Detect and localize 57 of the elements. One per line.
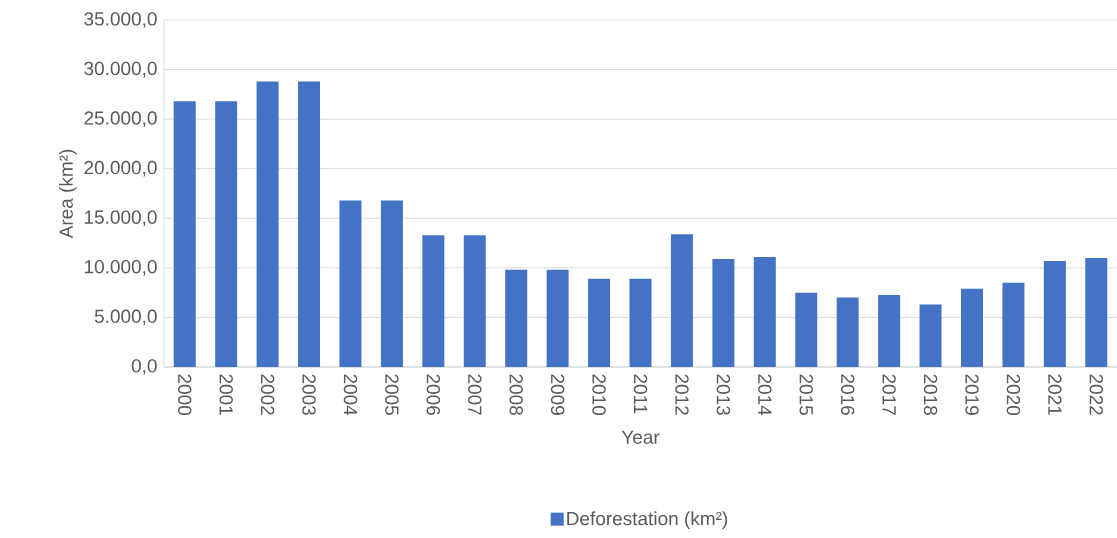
x-tick-label: 2022 (1089, 374, 1104, 415)
bar (505, 269, 528, 367)
bar (298, 81, 321, 367)
x-tick-label: 2004 (343, 374, 358, 416)
y-tick-label: 0,0 (131, 359, 157, 375)
x-tick-label: 2011 (633, 374, 648, 414)
bar (463, 235, 486, 367)
y-tick-label: 20.000,0 (84, 160, 157, 177)
x-tick-label: 2002 (260, 374, 275, 415)
bar (422, 235, 445, 367)
x-tick-label: 2020 (1006, 374, 1021, 416)
bar (836, 297, 859, 367)
x-tick-label: 2015 (799, 374, 813, 415)
x-tick-label: 2021 (1048, 374, 1062, 415)
x-tick-label: 2019 (965, 374, 979, 415)
y-tick-label: 35.000,0 (84, 12, 157, 28)
x-tick-label: 2012 (675, 374, 689, 415)
bar (712, 258, 735, 367)
x-tick-label: 2017 (882, 374, 896, 415)
bar (1043, 260, 1066, 367)
bar (670, 234, 693, 367)
bar (339, 200, 362, 367)
x-tick-label: 2006 (426, 374, 441, 415)
x-tick-label: 2000 (178, 374, 192, 416)
bar (588, 278, 611, 367)
x-tick-label: 2014 (758, 374, 772, 416)
bar (173, 101, 196, 367)
bar (919, 304, 942, 367)
bar (256, 81, 279, 367)
bar (795, 292, 818, 367)
y-tick-label: 10.000,0 (84, 260, 157, 276)
bar (1002, 282, 1025, 367)
x-tick-label: 2013 (716, 374, 731, 415)
y-tick-label: 15.000,0 (84, 210, 157, 227)
x-tick-label: 2016 (840, 374, 855, 415)
bar (1085, 257, 1108, 367)
bar (878, 295, 901, 367)
legend-label: Deforestation (km²) (567, 511, 728, 530)
bar (215, 101, 238, 367)
x-axis-title: Year (621, 430, 660, 444)
x-tick-label: 2010 (592, 374, 606, 416)
bar (753, 256, 776, 367)
bar (960, 288, 983, 367)
x-tick-label: 2008 (509, 374, 523, 415)
bar (629, 278, 652, 367)
x-tick-label: 2007 (468, 374, 482, 415)
x-tick-label: 2009 (550, 374, 565, 415)
x-tick-label: 2001 (219, 374, 233, 415)
x-tick-label: 2018 (923, 374, 938, 415)
x-tick-label: 2003 (302, 374, 316, 415)
bar (546, 269, 569, 367)
y-tick-label: 30.000,0 (84, 61, 157, 78)
y-axis-title: Area (km²) (58, 149, 77, 239)
x-tick-label: 2005 (385, 374, 399, 415)
y-tick-label: 5.000,0 (94, 309, 157, 326)
bar (380, 200, 403, 367)
y-tick-label: 25.000,0 (84, 111, 157, 127)
